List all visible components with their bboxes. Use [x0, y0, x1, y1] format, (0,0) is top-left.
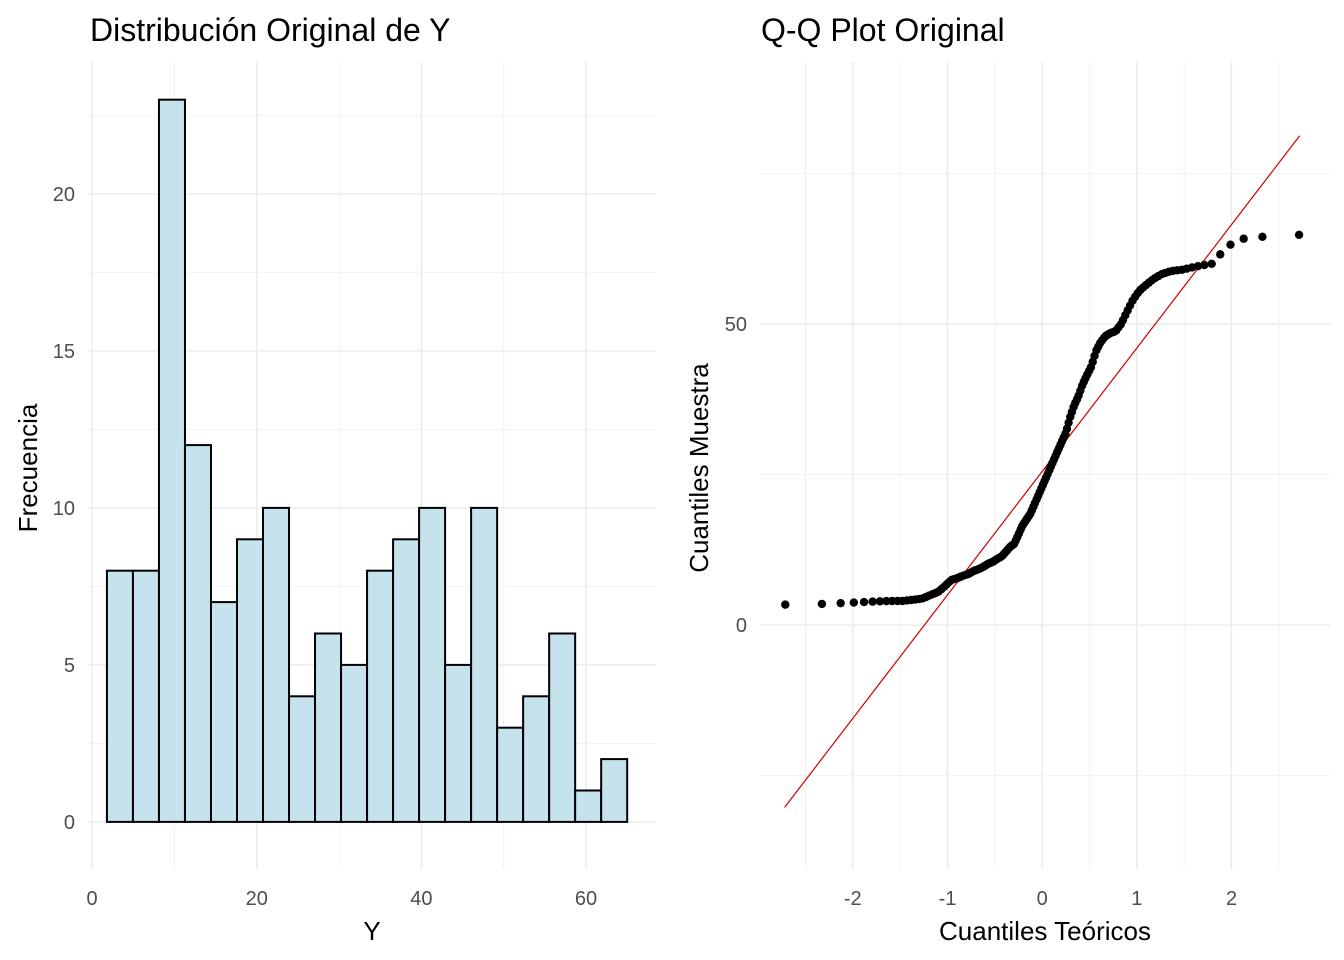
qq-point	[1200, 260, 1209, 270]
histogram-bar	[600, 758, 629, 823]
histogram-bar	[105, 569, 134, 823]
qq-point	[859, 597, 869, 607]
qq-y-tick-label: 50	[725, 314, 747, 336]
histogram-y-tick-label: 20	[53, 184, 75, 206]
qq-reference-line-group	[784, 135, 1301, 808]
histogram-y-tick-labels: 0 5 10 15 20	[53, 184, 75, 834]
histogram-y-tick-label: 10	[53, 498, 75, 520]
qq-title: Q-Q Plot Original	[761, 12, 1005, 48]
qq-y-tick-label: 0	[736, 615, 747, 637]
qq-point	[1239, 234, 1248, 243]
histogram-x-tick-label: 40	[410, 888, 432, 910]
histogram-bar	[183, 444, 212, 823]
qq-point	[1216, 250, 1225, 259]
qq-reference-line	[784, 135, 1301, 808]
qq-x-tick-label: -1	[939, 888, 957, 910]
histogram-bar	[444, 663, 473, 823]
qq-gridlines	[760, 62, 1330, 869]
qq-point	[836, 598, 845, 608]
histogram-bar	[522, 695, 551, 823]
qq-y-axis-title: Cuantiles Muestra	[684, 363, 714, 573]
qq-point	[849, 598, 859, 607]
qq-point	[1258, 232, 1267, 241]
histogram-bar	[262, 506, 291, 823]
histogram-bars	[105, 98, 629, 823]
qq-points	[781, 230, 1304, 609]
histogram-bar	[340, 663, 369, 823]
qq-x-axis-title: Cuantiles Teóricos	[939, 916, 1151, 946]
qq-point	[817, 599, 827, 609]
qq-point	[875, 597, 885, 606]
qq-point	[1193, 262, 1203, 271]
histogram-x-tick-label: 20	[246, 888, 268, 910]
histogram-x-tick-labels: 0 20 40 60	[87, 888, 598, 910]
histogram-bar	[418, 506, 447, 823]
qq-y-tick-labels: 0 50	[725, 314, 747, 637]
histogram-title: Distribución Original de Y	[90, 12, 450, 48]
histogram-y-tick-label: 15	[53, 341, 75, 363]
histogram-bar	[157, 98, 186, 823]
histogram-bar	[548, 632, 577, 823]
qq-x-tick-label: 0	[1037, 888, 1048, 910]
qq-point	[781, 600, 790, 609]
qq-point	[1226, 240, 1235, 249]
histogram-bar	[496, 726, 525, 823]
histogram-bar	[314, 632, 343, 823]
qq-x-tick-label: 1	[1131, 888, 1142, 910]
qq-point	[868, 597, 877, 606]
qq-plot-panel: 0 50 -2 -1 0 1 2 Q-Q Plot Original Cuantiles …	[684, 12, 1330, 946]
histogram-x-axis-title: Y	[363, 916, 380, 946]
histogram-bar	[470, 506, 499, 823]
qq-point	[1294, 230, 1304, 240]
histogram-y-tick-label: 0	[64, 812, 75, 834]
histogram-bar	[366, 569, 395, 823]
histogram-bar	[209, 601, 238, 823]
histogram-bar	[131, 569, 160, 823]
qq-x-tick-label: -2	[844, 888, 862, 910]
qq-x-tick-label: 2	[1226, 888, 1237, 910]
histogram-x-tick-label: 60	[575, 888, 597, 910]
qq-point	[1207, 259, 1216, 268]
histogram-bar	[288, 695, 317, 823]
histogram-bar	[235, 538, 265, 823]
histogram-y-tick-label: 5	[64, 655, 75, 677]
histogram-bar	[574, 789, 603, 823]
histogram-x-tick-label: 0	[87, 888, 98, 910]
histogram-y-axis-title: Frecuencia	[13, 403, 43, 532]
histogram-panel: 0 5 10 15 20 0 20 40 60 Distribución Original d…	[13, 12, 656, 946]
qq-x-tick-labels: -2 -1 0 1 2	[844, 888, 1237, 910]
qq-point	[882, 596, 891, 606]
histogram-bar	[392, 538, 421, 823]
